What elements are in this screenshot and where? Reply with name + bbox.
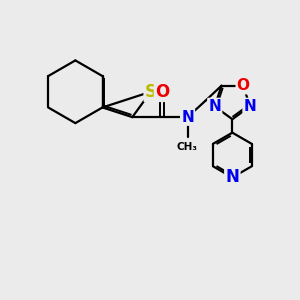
Text: CH₃: CH₃: [176, 142, 197, 152]
Text: O: O: [155, 83, 169, 101]
Text: N: N: [244, 99, 256, 114]
Text: S: S: [145, 83, 157, 101]
Text: N: N: [181, 110, 194, 124]
Text: N: N: [225, 169, 239, 187]
Text: O: O: [237, 78, 250, 93]
Text: N: N: [208, 99, 221, 114]
